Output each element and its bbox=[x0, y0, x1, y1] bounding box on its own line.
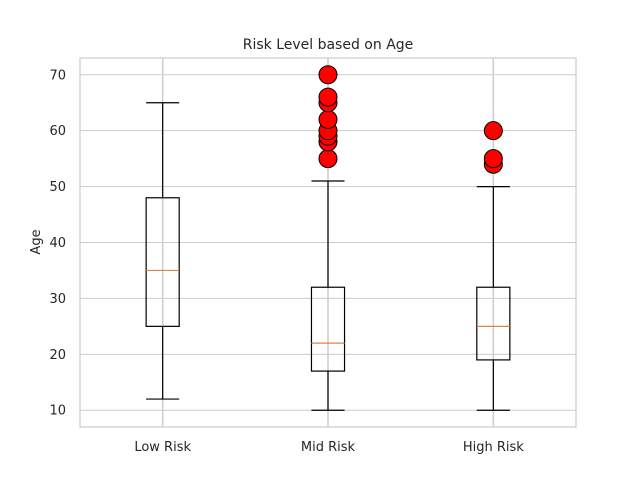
y-tick-label: 30 bbox=[49, 292, 66, 307]
outlier-point bbox=[483, 149, 503, 169]
y-tick-label: 40 bbox=[49, 236, 66, 251]
y-tick-label: 20 bbox=[49, 348, 66, 363]
outlier-point bbox=[318, 149, 338, 169]
box-iqr bbox=[310, 286, 346, 372]
y-tick-label: 70 bbox=[49, 68, 66, 83]
box-group bbox=[310, 65, 346, 411]
outlier-point bbox=[318, 87, 338, 107]
spine-layer bbox=[79, 57, 577, 428]
y-axis-label: Age bbox=[29, 229, 44, 254]
outlier-point bbox=[318, 65, 338, 85]
box-iqr bbox=[145, 197, 180, 327]
chart-title: Risk Level based on Age bbox=[243, 37, 414, 53]
outlier-point bbox=[318, 110, 338, 129]
box-iqr bbox=[476, 286, 511, 361]
x-tick-label: Low Risk bbox=[134, 440, 191, 455]
box-group bbox=[145, 102, 180, 400]
y-tick-label: 10 bbox=[49, 404, 66, 419]
plot-frame bbox=[79, 57, 577, 428]
x-tick-label: Mid Risk bbox=[301, 440, 356, 455]
x-tick-label: High Risk bbox=[463, 440, 524, 455]
box-layer bbox=[145, 65, 511, 411]
y-tick-label: 60 bbox=[49, 124, 66, 139]
tick-layer: 10 20 30 40 50 60 70 Low Risk Mid Risk High Risk bbox=[49, 68, 524, 455]
box-group bbox=[476, 121, 511, 411]
outlier-point bbox=[483, 121, 503, 141]
y-tick-label: 50 bbox=[49, 180, 66, 195]
